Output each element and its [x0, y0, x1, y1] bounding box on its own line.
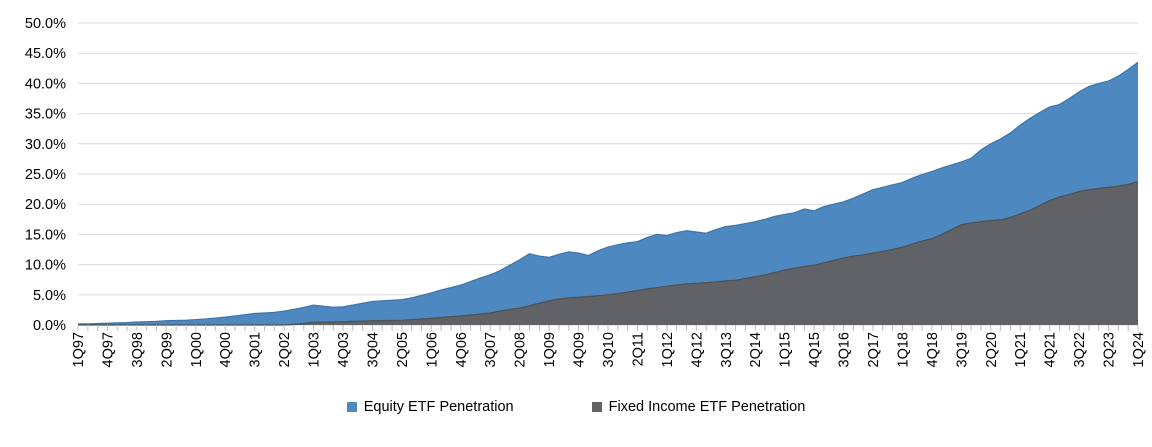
x-axis-tick-label: 4Q06 [454, 332, 470, 367]
x-axis-tick-label: 1Q97 [71, 332, 87, 367]
y-axis-tick-label: 25.0% [25, 167, 66, 183]
x-axis-tick-label: 4Q18 [925, 332, 941, 367]
x-axis-tick-label: 4Q03 [336, 332, 352, 367]
x-axis-tick-label: 1Q09 [542, 332, 558, 367]
y-axis-tick-label: 15.0% [25, 227, 66, 243]
y-axis-tick-label: 5.0% [33, 288, 66, 304]
series-top-edge [78, 61, 1139, 325]
x-axis-tick-label: 3Q07 [483, 332, 499, 367]
legend-label-equity: Equity ETF Penetration [363, 399, 514, 415]
area-chart-plot: 0.0% 5.0% 10.0% 15.0% 20.0% 25.0% 30.0% 35.0% 40… [25, 16, 1147, 367]
chart-legend: Equity ETF Penetration Fixed Income ETF … [0, 399, 1152, 415]
x-axis-tick-label: 1Q12 [660, 332, 676, 367]
x-axis-tick-label: 4Q21 [1043, 332, 1059, 367]
x-axis-tick-label: 4Q15 [807, 332, 823, 367]
legend-item-fixed-income[interactable]: Fixed Income ETF Penetration [591, 399, 806, 415]
x-axis-tick-label: 1Q24 [1131, 332, 1147, 367]
x-axis-tick-label: 3Q16 [837, 332, 853, 367]
x-axis-tick-label: 3Q19 [954, 332, 970, 367]
x-axis-tick-label: 4Q00 [218, 332, 234, 367]
x-axis-tick-label: 1Q06 [424, 332, 440, 367]
x-axis-tick-label: 2Q99 [159, 332, 175, 367]
x-axis-tick-label: 1Q03 [307, 332, 323, 367]
x-axis-tick-label: 2Q11 [630, 332, 646, 366]
x-axis-tick-label: 1Q00 [189, 332, 205, 367]
x-axis-tick-label: 2Q23 [1102, 332, 1118, 367]
fixed-income-series-swatch-icon [591, 402, 602, 412]
x-axis-tick-label: 3Q04 [365, 332, 381, 367]
x-axis-tick-label: 2Q17 [866, 332, 882, 367]
x-axis-tick-label: 3Q98 [130, 332, 146, 367]
y-axis-tick-label: 50.0% [25, 16, 66, 32]
x-axis-tick-label: 2Q14 [748, 332, 764, 367]
x-axis-tick-label: 3Q01 [248, 332, 264, 367]
x-axis-tick-label: 2Q20 [984, 332, 1000, 367]
y-axis-tick-label: 10.0% [25, 258, 66, 274]
x-axis-tick-label: 3Q10 [601, 332, 617, 367]
x-axis-tick-label: 4Q09 [572, 332, 588, 367]
x-axis-tick-label: 4Q12 [689, 332, 705, 367]
y-axis-tick-label: 45.0% [25, 46, 66, 62]
legend-item-equity[interactable]: Equity ETF Penetration [346, 399, 514, 415]
x-axis-tick-label: 1Q18 [895, 332, 911, 367]
y-axis-tick-label: 35.0% [25, 107, 66, 123]
x-axis-tick-label: 2Q02 [277, 332, 293, 367]
x-axis-tick-label: 2Q08 [513, 332, 529, 367]
x-axis-tick-label: 3Q13 [719, 332, 735, 367]
x-axis-tick-label: 1Q21 [1013, 332, 1029, 367]
y-axis-tick-label: 30.0% [25, 137, 66, 153]
equity-series-swatch-icon [346, 402, 357, 412]
y-axis-tick-label: 0.0% [33, 318, 66, 334]
y-axis-tick-label: 40.0% [25, 76, 66, 92]
x-axis-tick-label: 2Q05 [395, 332, 411, 367]
x-axis-tick-label: 1Q15 [778, 332, 794, 367]
legend-label-fixed-income: Fixed Income ETF Penetration [608, 399, 806, 415]
x-axis-tick-label: 3Q22 [1072, 332, 1088, 367]
x-axis-tick-label: 4Q97 [100, 332, 116, 367]
fixed-income-area-series [78, 181, 1138, 325]
y-axis-tick-label: 20.0% [25, 197, 66, 213]
